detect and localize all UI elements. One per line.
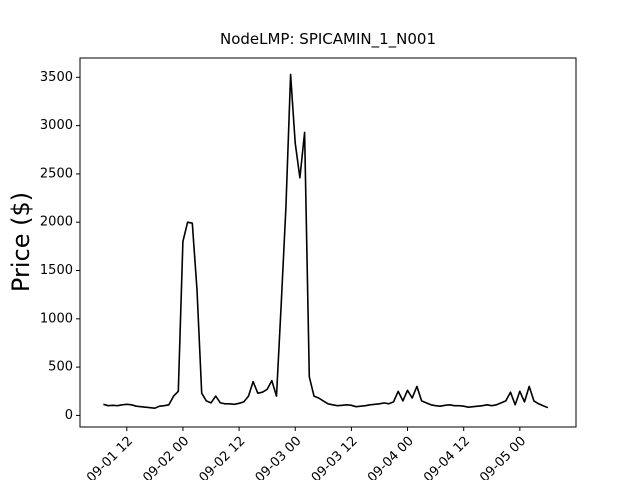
y-tick-label: 3500 (40, 70, 73, 85)
y-tick-label: 3000 (40, 118, 73, 133)
chart-title: NodeLMP: SPICAMIN_1_N001 (220, 30, 436, 49)
x-tick-label: 09-03 00 (253, 434, 305, 480)
y-tick-label: 2000 (40, 215, 73, 230)
x-tick-label: 09-03 12 (309, 434, 361, 480)
x-tick-label: 09-02 12 (196, 434, 248, 480)
y-axis-label: Price ($) (7, 192, 35, 292)
y-tick-label: 1500 (40, 263, 73, 278)
plot-frame (79, 57, 577, 428)
x-tick-label: 09-04 12 (421, 434, 473, 480)
y-tick-label: 0 (65, 408, 73, 423)
x-tick-label: 09-02 00 (140, 434, 192, 480)
x-tick-label: 09-05 00 (477, 434, 529, 480)
line (103, 73, 549, 409)
y-tick-label: 1000 (40, 311, 73, 326)
y-tick-label: 500 (48, 360, 73, 375)
x-tick-label: 09-04 00 (365, 434, 417, 480)
y-tick-label: 2500 (40, 166, 73, 181)
x-tick-label: 09-01 12 (84, 434, 136, 480)
